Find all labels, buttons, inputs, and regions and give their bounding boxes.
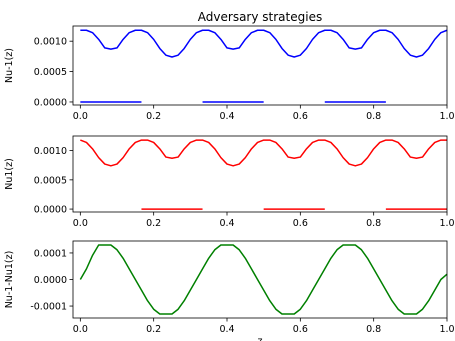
x-tick-label: 0.2 [146, 218, 161, 229]
y-axis-label: Nu1(z) [4, 158, 15, 190]
axes-frame [72, 25, 448, 106]
x-tick-label: 0.2 [146, 324, 161, 335]
y-tick-label: 0.0001 [34, 248, 67, 259]
x-tick-label: 0.6 [293, 218, 308, 229]
x-tick-label: 0.0 [73, 324, 88, 335]
y-tick-label: 0.0010 [34, 37, 67, 48]
x-tick-label: 0.4 [219, 324, 234, 335]
x-tick-label: 0.4 [219, 218, 234, 229]
y-tick-label: 0.0000 [34, 97, 67, 108]
series-line-3-1 [79, 244, 448, 315]
x-tick-label: 1.0 [439, 324, 454, 335]
x-tick-label: 0.4 [219, 111, 234, 122]
y-axis-label: Nu-1(z) [4, 48, 15, 83]
x-tick-label: 1.0 [439, 218, 454, 229]
x-tick-label: 0.6 [293, 324, 308, 335]
x-tick-label: 0.8 [366, 218, 381, 229]
y-tick-label: 0.0000 [34, 205, 67, 216]
series-line-2-1 [80, 139, 447, 167]
x-tick-label: 1.0 [439, 111, 454, 122]
y-tick-label: 0.0010 [34, 146, 67, 157]
x-tick-label: 0.2 [146, 111, 161, 122]
x-tick-label: 0.8 [366, 111, 381, 122]
axes-frame [72, 240, 448, 319]
x-tick-label: 0.6 [293, 111, 308, 122]
x-tick-label: 0.8 [366, 324, 381, 335]
chart-title: Adversary strategies [198, 10, 322, 24]
subplot-1: Adversary strategies 0.0 0.2 0.4 0.6 0.8 1.0 0.… [4, 10, 455, 122]
x-axis-label: z [258, 336, 263, 341]
y-tick-label: 0.0000 [34, 275, 67, 286]
y-tick-label: 0.0005 [34, 67, 67, 78]
y-axis-label: Nu-1-Nu1(z) [4, 251, 15, 309]
x-tick-label: 0.0 [73, 111, 88, 122]
x-tick-label: 0.0 [73, 218, 88, 229]
subplot-3: 0.0 0.2 0.4 0.6 0.8 1.0 -0.0001 0.0000 0.0001 Nu-… [4, 240, 455, 341]
y-tick-label: 0.0005 [34, 175, 67, 186]
axes-frame [72, 135, 448, 213]
subplot-2: 0.0 0.2 0.4 0.6 0.8 1.0 0.0000 0.0005 0.0010 Nu1(… [4, 135, 455, 229]
series-line-1-1 [80, 29, 448, 58]
y-tick-label: -0.0001 [30, 302, 67, 313]
